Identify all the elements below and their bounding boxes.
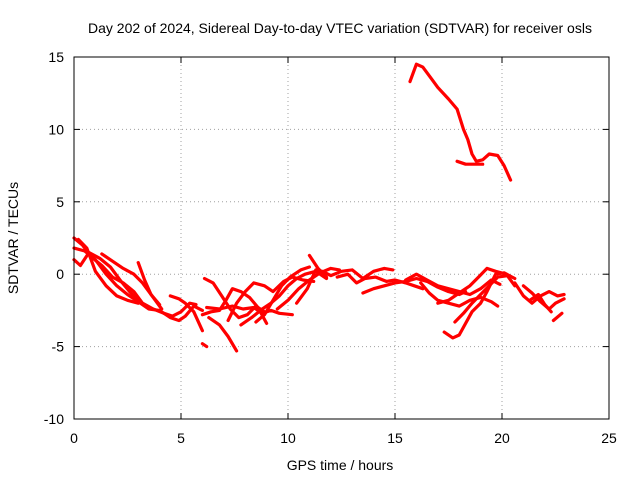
series-line-arc-8 [200,342,209,349]
y-axis-label: SDTVAR / TECUs [5,182,21,294]
chart-title: Day 202 of 2024, Sidereal Day-to-day VTE… [88,20,592,36]
series-line-arc-15 [254,265,311,324]
series-line-arc-14 [239,269,329,327]
series-line-arc-3 [72,250,140,302]
y-tick-label: -10 [44,411,64,427]
series-line-arc-24 [436,266,517,305]
series-line-arc-9 [200,287,269,325]
series-line-arc-17 [295,266,395,305]
y-tick-label: 0 [56,266,64,282]
series-line-arc-4 [76,237,140,305]
x-tick-label: 25 [601,430,617,446]
y-tick-label: 5 [56,194,64,210]
series-line-arc-30 [408,62,513,182]
series-line-arc-28 [528,292,553,314]
x-tick-label: 15 [387,430,403,446]
y-tick-label: 15 [48,49,64,65]
ticks: 0 5 10 15 20 25 -10 -5 0 5 10 15 [44,49,617,446]
series-line-arc-16 [275,266,341,311]
grid [74,57,609,419]
plot-frame [73,56,610,420]
series-line-arc-22 [419,281,500,308]
x-tick-label: 20 [494,430,510,446]
series-line-arc-7 [168,294,204,333]
y-tick-label: -5 [52,339,65,355]
series-line-arc-31 [455,159,485,166]
y-tick-label: 10 [48,121,64,137]
series-layer [72,62,566,353]
series-line-arc-20 [361,276,468,297]
x-tick-label: 10 [280,430,296,446]
x-tick-label: 5 [177,430,185,446]
series-line-arc-29 [551,311,564,323]
series-line-arc-18 [335,272,425,291]
x-axis-label: GPS time / hours [287,457,394,473]
series-line-arc-10 [207,316,239,353]
series-line-arc-19 [307,253,329,279]
series-line-arc-21 [404,272,502,297]
series-line-arc-25 [453,274,510,324]
series-line-arc-12 [205,304,294,317]
series-line-arc-6 [136,261,162,307]
x-tick-label: 0 [70,430,78,446]
series-line-arc-2 [72,246,204,323]
